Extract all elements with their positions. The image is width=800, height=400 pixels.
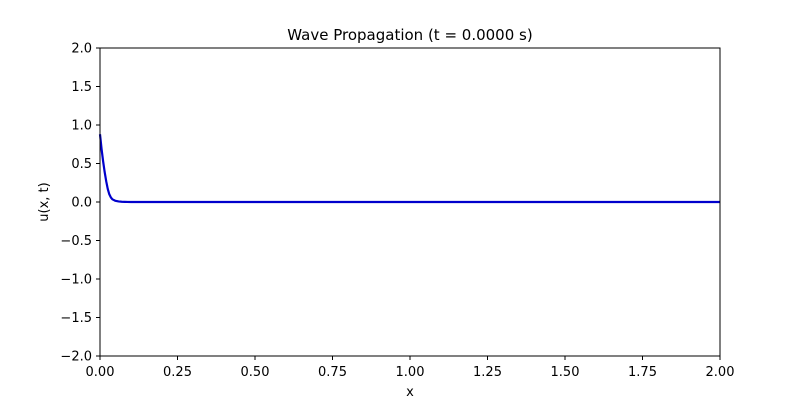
x-axis: 0.00 0.25 0.50 0.75 1.00 1.25 1.50 1.75 2.00 [86,356,735,380]
x-tick-label: 2.00 [706,365,735,380]
x-tick-label: 0.00 [86,365,115,380]
x-tick-label: 0.75 [318,365,347,380]
y-tick-label: −1.0 [60,273,92,288]
x-tick-label: 0.25 [163,365,192,380]
x-tick-label: 0.50 [241,365,270,380]
chart-title: Wave Propagation (t = 0.0000 s) [287,26,532,44]
y-tick-label: 0.5 [71,157,92,172]
x-tick-label: 1.25 [473,365,502,380]
y-tick-label: 1.0 [71,119,92,134]
y-tick-label: 2.0 [71,42,92,57]
y-tick-label: −2.0 [60,350,92,365]
y-tick-label: −0.5 [60,234,92,249]
x-axis-label: x [406,385,414,400]
y-axis: −2.0 −1.5 −1.0 −0.5 0.0 0.5 1.0 1.5 2.0 [60,42,100,365]
x-tick-label: 1.75 [628,365,657,380]
y-tick-label: −1.5 [60,311,92,326]
y-tick-label: 1.5 [71,80,92,95]
x-tick-label: 1.00 [396,365,425,380]
wave-series-line [98,134,720,204]
y-tick-label: 0.0 [71,196,92,211]
plot-area [98,134,720,204]
x-tick-label: 1.50 [551,365,580,380]
y-axis-label: u(x, t) [37,182,52,221]
